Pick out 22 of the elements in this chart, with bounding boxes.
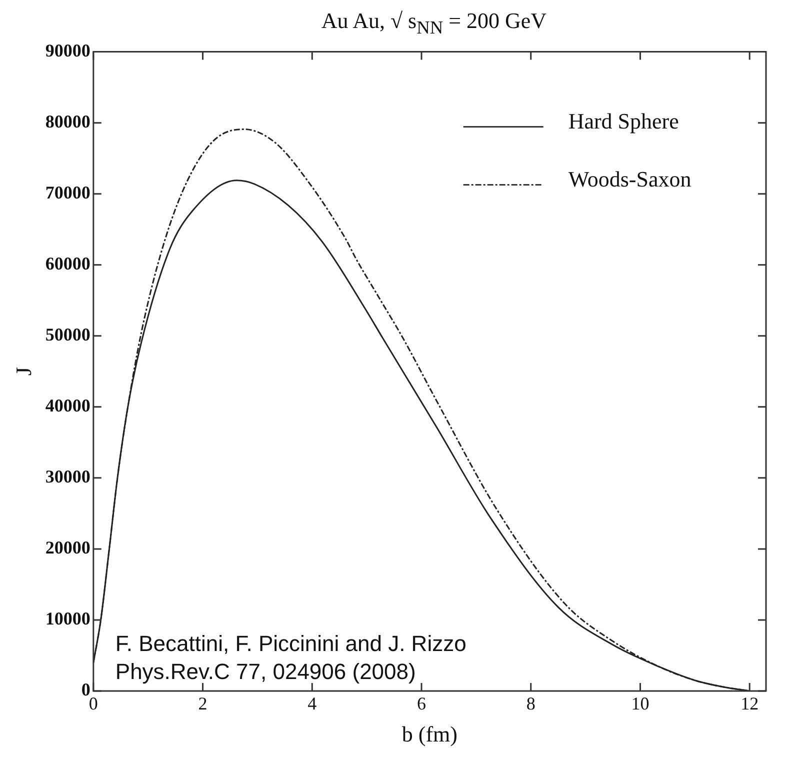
- annotation: F. Becattini, F. Piccinini and J. Rizzo Phys.Rev.C 77, 024906 (2008): [115, 631, 466, 684]
- y-tick-label: 60000: [45, 254, 90, 274]
- x-tick-label: 10: [631, 694, 650, 714]
- y-tick-label: 30000: [45, 466, 90, 487]
- y-tick-label: 90000: [45, 40, 90, 60]
- y-axis-title: J: [10, 366, 36, 376]
- x-tick-label: 6: [417, 694, 426, 714]
- y-tick-label: 80000: [45, 111, 90, 132]
- x-tick-label: 2: [198, 694, 208, 714]
- x-tick-label: 4: [308, 694, 317, 714]
- y-tick-label: 70000: [45, 182, 90, 202]
- x-tick-label: 8: [526, 694, 536, 714]
- y-tick-label: 50000: [45, 324, 90, 345]
- y-tick-label: 0: [81, 680, 90, 700]
- chart-title: Au Au, √ s$_{NN}$ = 200 GeV: [320, 8, 548, 38]
- y-tick-label: 20000: [45, 538, 90, 558]
- y-tick-label: 40000: [45, 396, 90, 416]
- x-axis-title: b (fm): [402, 722, 458, 747]
- y-tick-label: 10000: [45, 608, 90, 629]
- x-tick-label: 12: [740, 694, 759, 714]
- legend-label: Woods-Saxon: [568, 166, 692, 192]
- legend-label: Hard Sphere: [568, 108, 679, 134]
